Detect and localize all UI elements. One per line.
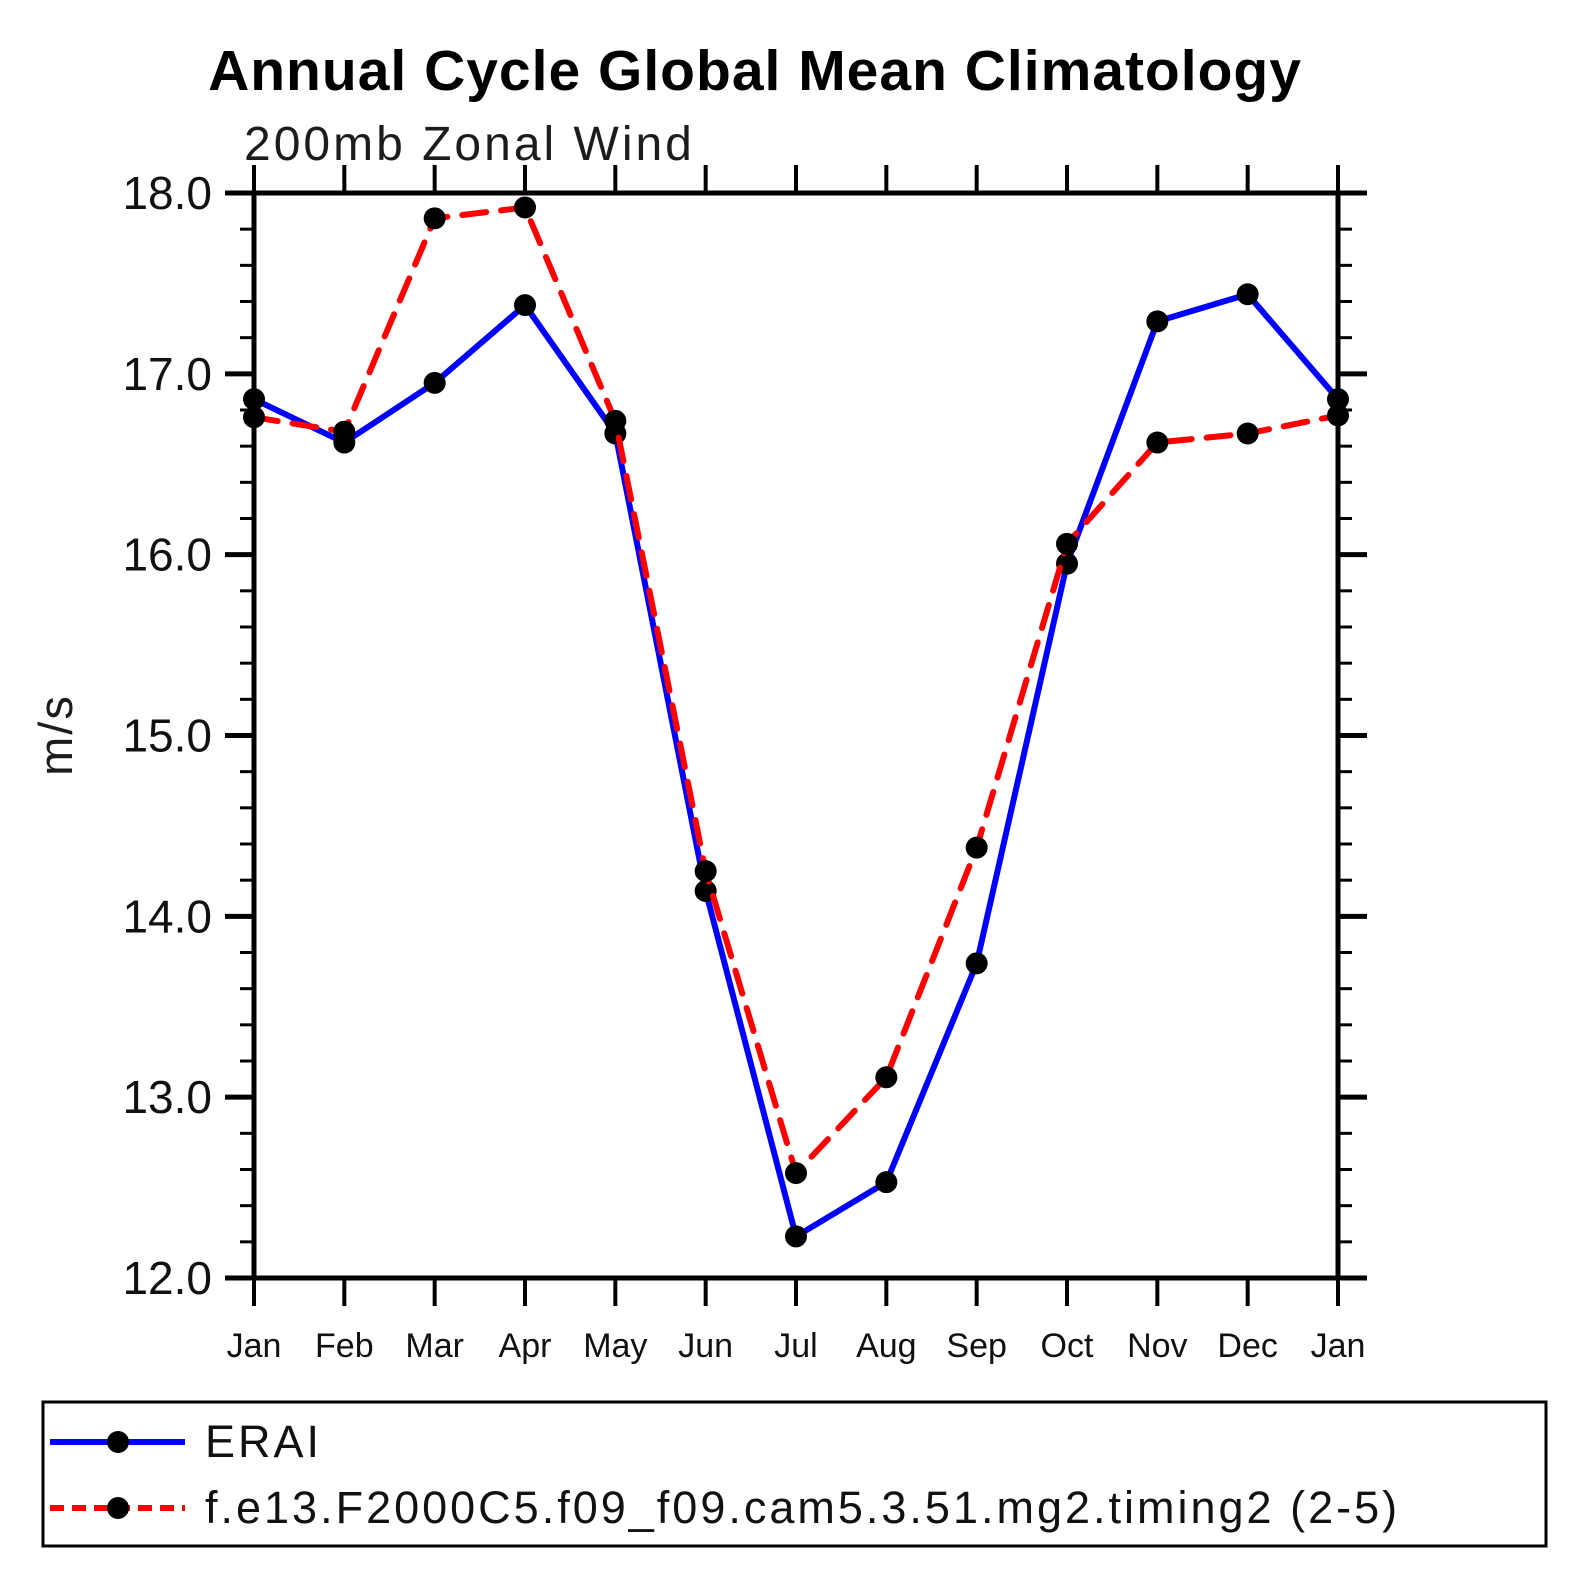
data-point-marker	[785, 1162, 807, 1185]
y-tick-label: 17.0	[122, 348, 212, 400]
y-tick-label: 16.0	[122, 529, 212, 581]
data-point-marker	[1146, 310, 1169, 333]
data-point-marker	[965, 952, 988, 975]
x-tick-label: Jan	[227, 1327, 282, 1365]
x-tick-label: Mar	[405, 1327, 464, 1365]
series-line-erai	[251, 291, 1341, 1240]
y-tick-label: 13.0	[122, 1071, 212, 1123]
x-tick-label: Jun	[678, 1327, 733, 1365]
x-tick-label: Aug	[856, 1327, 917, 1365]
data-point-marker	[1146, 431, 1169, 454]
x-tick-label: Sep	[946, 1327, 1007, 1365]
legend-model-label: f.e13.F2000C5.f09_f09.cam5.3.51.mg2.timi…	[205, 1482, 1400, 1533]
legend-erai-label: ERAI	[205, 1416, 322, 1467]
data-point-marker	[694, 860, 717, 883]
chart-subtitle: 200mb Zonal Wind	[244, 118, 695, 171]
y-tick-label: 18.0	[122, 167, 212, 219]
x-tick-label: Dec	[1217, 1327, 1277, 1365]
data-point-marker	[423, 207, 446, 230]
x-tick-label: Nov	[1127, 1327, 1187, 1365]
legend-box	[41, 1400, 1548, 1548]
legend: ERAI f.e13.F2000C5.f09_f09.cam5.3.51.mg2…	[41, 1400, 1548, 1548]
y-tick-labels: 18.0 17.0 16.0 15.0 14.0 13.0 12.0	[122, 167, 212, 1304]
data-point-marker	[1236, 283, 1259, 306]
data-point-marker	[965, 836, 988, 859]
data-point-marker	[604, 409, 627, 432]
data-point-marker	[514, 294, 536, 317]
plot-frame	[251, 190, 1341, 1281]
x-tick-label: May	[583, 1327, 647, 1365]
y-tick-label: 14.0	[122, 890, 212, 942]
legend-erai-marker	[107, 1431, 129, 1453]
series-line-model	[251, 204, 1341, 1177]
x-tick-labels: Jan Feb Mar Apr May Jun Jul Aug Sep Oct Nov Dec Jan	[227, 1327, 1366, 1365]
data-point-marker	[423, 371, 446, 394]
x-tick-label: Feb	[315, 1327, 374, 1365]
x-tick-label: Jan	[1311, 1327, 1366, 1365]
legend-model-marker	[107, 1497, 129, 1519]
y-axis-label: m/s	[29, 694, 82, 776]
x-tick-label: Jul	[774, 1327, 817, 1365]
data-point-marker	[1236, 422, 1259, 445]
plot-series	[243, 196, 1349, 1248]
axis-ticks	[225, 165, 1367, 1306]
y-tick-label: 15.0	[122, 710, 212, 762]
data-point-marker	[785, 1225, 807, 1248]
x-tick-label: Apr	[499, 1327, 552, 1365]
chart-title: Annual Cycle Global Mean Climatology	[208, 39, 1302, 103]
data-point-marker	[514, 196, 536, 219]
data-point-marker	[875, 1171, 898, 1194]
x-tick-label: Oct	[1041, 1327, 1094, 1365]
data-point-marker	[1056, 532, 1078, 555]
y-tick-label: 12.0	[122, 1252, 212, 1304]
data-point-marker	[875, 1066, 898, 1089]
data-point-marker	[333, 420, 356, 443]
